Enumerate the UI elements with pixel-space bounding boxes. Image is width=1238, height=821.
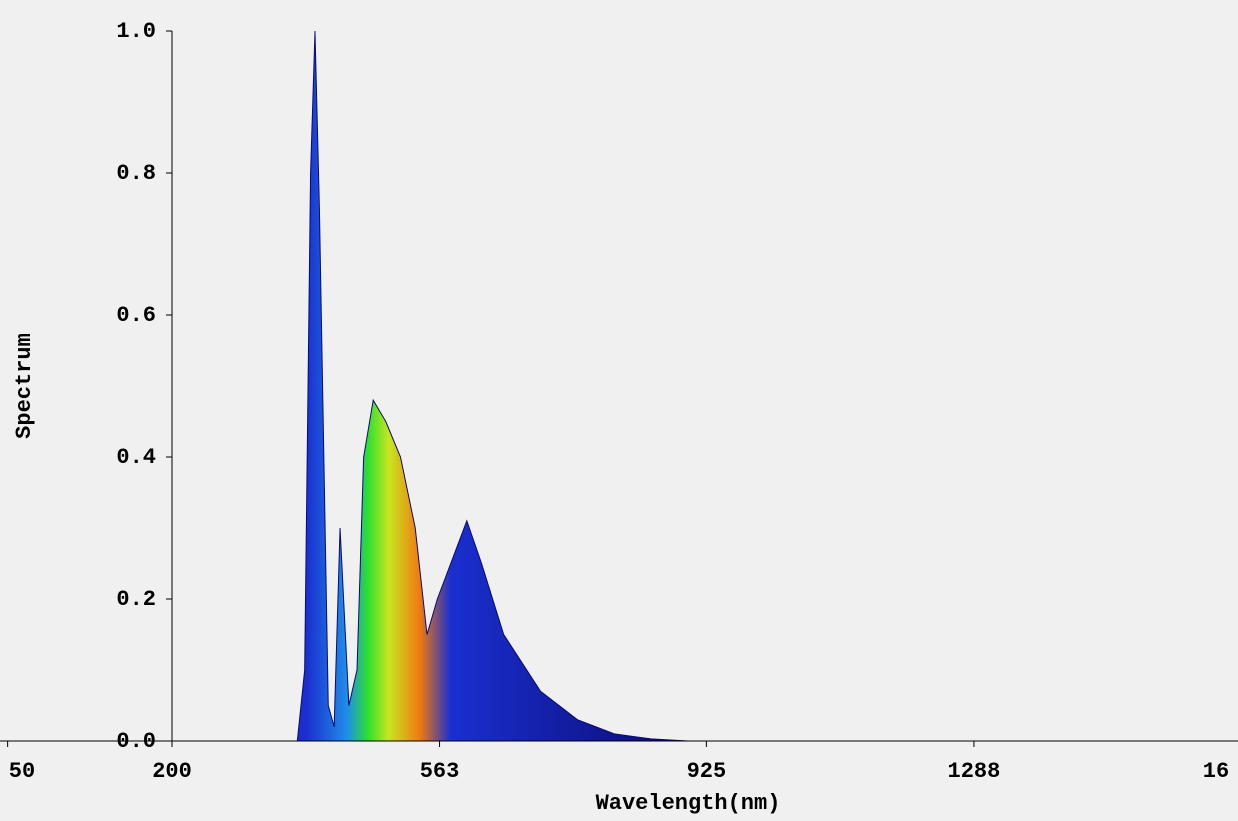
y-tick-label: 0.2 xyxy=(116,587,156,612)
y-tick-label: 0.0 xyxy=(116,729,156,754)
spectrum-area xyxy=(172,30,1204,742)
y-tick-label: 0.8 xyxy=(116,161,156,186)
x-axis-label: Wavelength(nm) xyxy=(596,791,781,816)
x-tick-label: 50 xyxy=(9,759,35,784)
y-tick-label: 0.4 xyxy=(116,445,156,470)
x-tick-label: 1288 xyxy=(948,759,1001,784)
y-tick-label: 0.6 xyxy=(116,303,156,328)
x-tick-label: 200 xyxy=(152,759,192,784)
x-tick-label: 925 xyxy=(687,759,727,784)
x-tick-label: 16 xyxy=(1203,759,1229,784)
y-tick-label: 1.0 xyxy=(116,19,156,44)
x-tick-label: 563 xyxy=(420,759,460,784)
y-axis-label: Spectrum xyxy=(12,333,37,439)
